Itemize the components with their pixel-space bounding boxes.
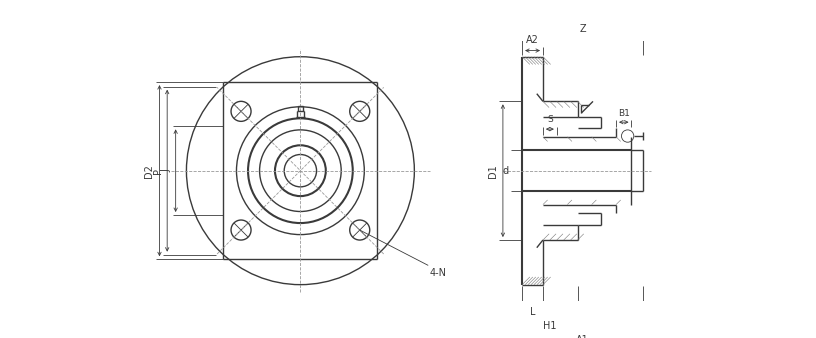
- Text: J: J: [162, 169, 172, 172]
- Text: B1: B1: [618, 108, 630, 118]
- Text: D1: D1: [487, 164, 498, 177]
- Text: Z: Z: [579, 24, 586, 33]
- Text: H1: H1: [543, 321, 557, 331]
- Text: 4-N: 4-N: [430, 268, 446, 278]
- Text: d: d: [503, 166, 509, 176]
- Text: L: L: [530, 307, 535, 317]
- Text: A2: A2: [526, 35, 539, 45]
- Text: D2: D2: [144, 164, 154, 178]
- Text: A1: A1: [576, 335, 589, 338]
- Text: S: S: [547, 116, 552, 124]
- Text: P: P: [153, 168, 162, 174]
